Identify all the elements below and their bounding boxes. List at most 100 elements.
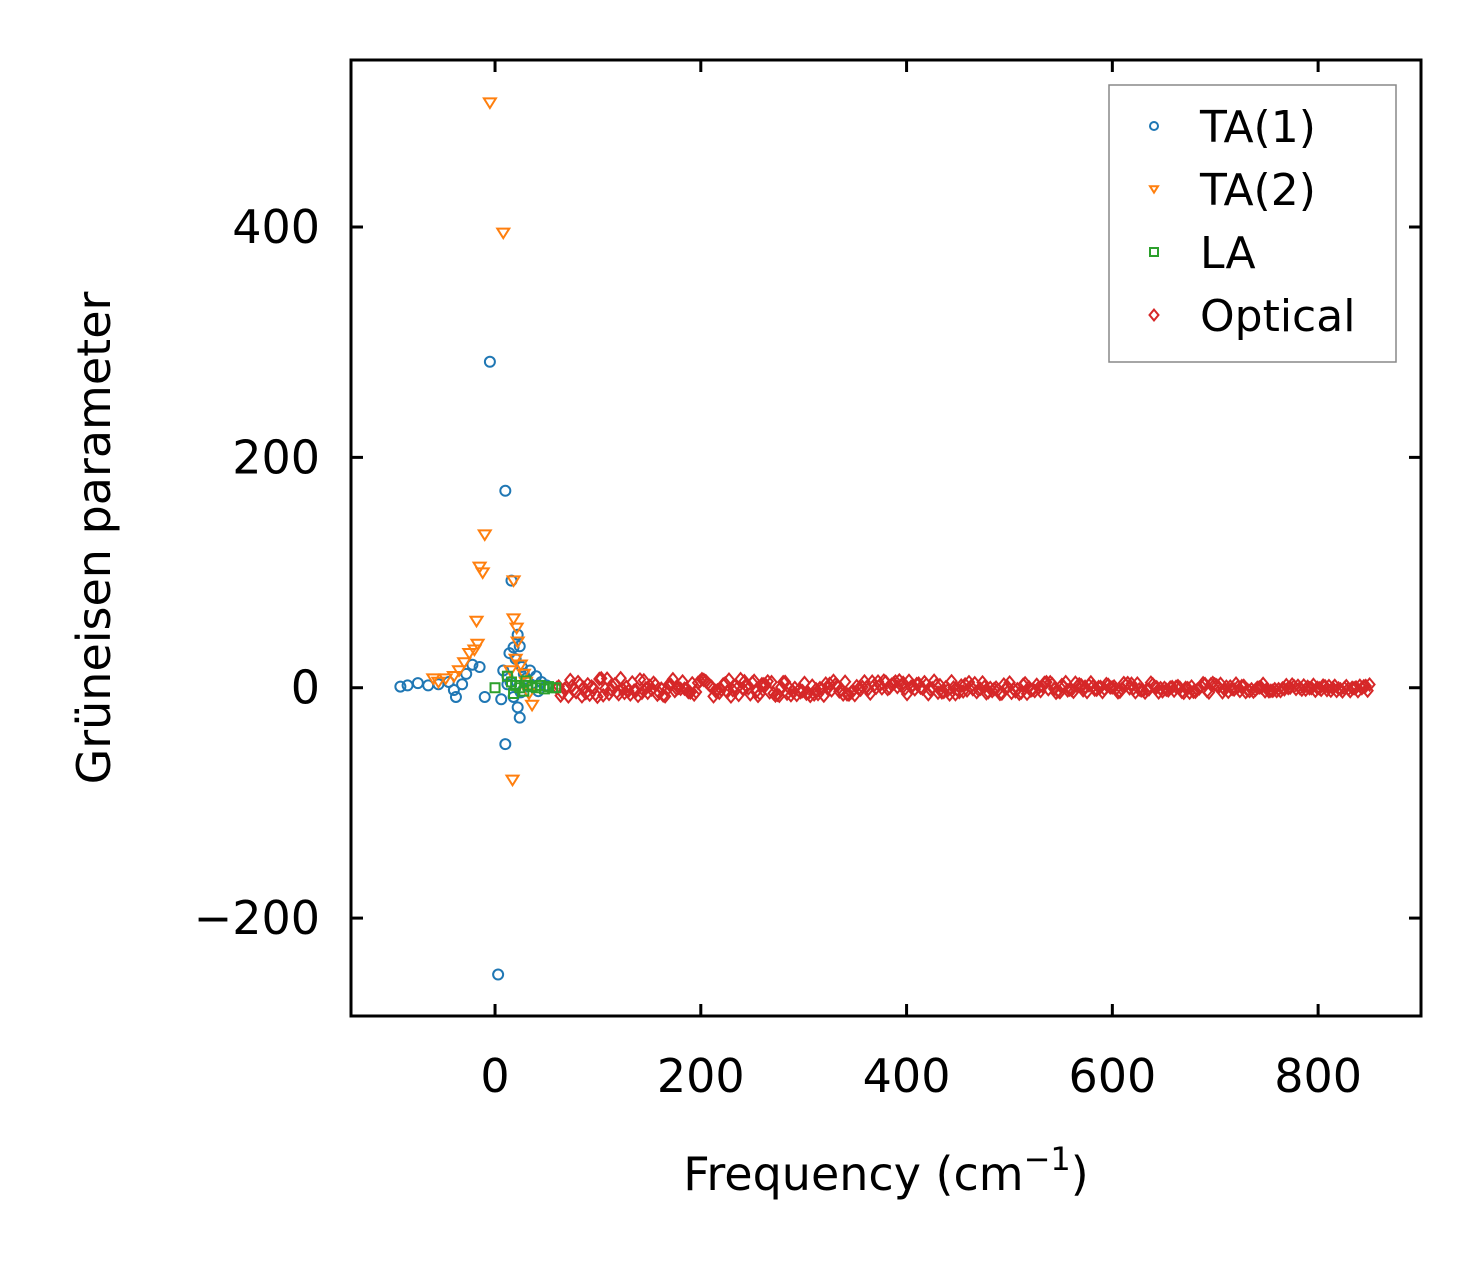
ta-2--point (508, 622, 525, 636)
axis-ticks: 0 200 400 600 800 −200 0 200 400 (194, 60, 1421, 1103)
optical-point (1363, 676, 1376, 693)
series-ta-2- (425, 97, 540, 788)
optical-point (591, 689, 604, 705)
optical-point (1281, 680, 1295, 696)
legend-label: TA(1) (1199, 102, 1316, 153)
optical-point (689, 684, 703, 700)
optical-point (1202, 684, 1216, 701)
la-point (550, 682, 562, 694)
optical-point (631, 688, 645, 704)
ta-1--point (473, 661, 486, 674)
optical-point (1067, 684, 1080, 700)
y-tick-label: 0 (291, 661, 320, 715)
series-optical (550, 670, 1376, 705)
optical-point (815, 681, 829, 697)
x-tick-label: 800 (1274, 1049, 1362, 1103)
ta-2--point (505, 575, 522, 588)
ta-1--point (466, 658, 479, 671)
optical-point (945, 673, 958, 689)
series-ta-1- (394, 355, 553, 981)
optical-point (838, 674, 852, 690)
ta-2--point (495, 227, 512, 241)
optical-point (662, 676, 676, 692)
optical-point (889, 673, 902, 690)
legend-label: LA (1200, 228, 1256, 279)
optical-point (743, 686, 757, 702)
ta-2--point (482, 97, 498, 110)
series-la (489, 670, 562, 699)
ta-2--point (425, 673, 442, 686)
optical-point (755, 676, 769, 692)
ta-2--point (476, 529, 493, 542)
optical-point (722, 672, 736, 688)
ta-1--point (483, 355, 496, 368)
x-tick-label: 400 (863, 1049, 951, 1103)
y-tick-label: −200 (194, 891, 320, 945)
optical-point (765, 674, 778, 690)
ta-1--point (456, 678, 469, 691)
legend-label: Optical (1200, 291, 1355, 342)
ta-2--point (468, 615, 485, 629)
optical-point (929, 677, 943, 694)
ta-1--point (411, 677, 424, 690)
optical-point (896, 675, 910, 691)
optical-point (927, 673, 941, 689)
optical-point (1150, 679, 1163, 695)
optical-point (1278, 681, 1291, 697)
optical-point (1160, 682, 1173, 698)
optical-point (600, 671, 614, 687)
ta-2--point (456, 657, 472, 670)
optical-point (1088, 682, 1102, 698)
x-tick-label: 600 (1068, 1049, 1156, 1103)
optical-point (1111, 684, 1125, 700)
legend-marker-la (1149, 247, 1159, 257)
ta-1--point (478, 690, 491, 703)
optical-point (1187, 684, 1200, 700)
optical-point (976, 674, 989, 690)
ta-1--point (511, 701, 524, 714)
legend-marker-optical (1148, 308, 1160, 322)
ta-1--point (499, 738, 512, 751)
legend-marker-ta-1- (1149, 121, 1159, 131)
optical-point (941, 682, 954, 698)
optical-point (1252, 679, 1266, 696)
y-axis-label: Grüneisen parameter (67, 291, 121, 784)
optical-point (1123, 680, 1136, 696)
optical-point (1121, 675, 1134, 691)
ta-2--point (505, 613, 522, 626)
ta-1--point (495, 693, 508, 706)
optical-point (1225, 681, 1239, 697)
optical-point (753, 686, 767, 702)
legend-marker-ta-2- (1148, 185, 1160, 195)
ta-2--point (474, 567, 491, 580)
y-tick-label: 400 (232, 200, 320, 254)
legend: TA(1) TA(2) LA Optical (1108, 84, 1397, 363)
optical-point (726, 682, 740, 698)
optical-point (1167, 683, 1181, 699)
x-tick-label: 0 (480, 1049, 509, 1103)
ta-1--point (492, 968, 505, 981)
ta-1--point (447, 684, 460, 697)
ta-1--point (513, 711, 526, 724)
ta-2--point (504, 774, 521, 788)
ta-1--point (401, 679, 414, 692)
x-tick-label: 200 (657, 1049, 745, 1103)
optical-point (666, 671, 680, 687)
ta-1--point (513, 640, 526, 653)
ta-2--point (524, 699, 540, 713)
optical-point (960, 682, 974, 698)
optical-point (742, 680, 755, 696)
optical-point (1359, 678, 1372, 694)
plot-frame (349, 58, 1423, 1018)
optical-point (612, 686, 625, 702)
ta-1--point (449, 690, 462, 703)
optical-point (1297, 677, 1311, 694)
optical-point (1231, 679, 1245, 695)
ta-1--point (499, 484, 512, 497)
optical-point (633, 671, 647, 688)
ta-1--point (394, 680, 407, 693)
optical-point (982, 684, 995, 700)
ta-2--point (430, 676, 447, 690)
ta-2--point (509, 636, 526, 649)
